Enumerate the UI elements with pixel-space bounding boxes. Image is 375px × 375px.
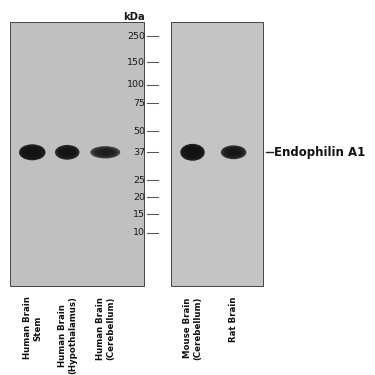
- Ellipse shape: [189, 150, 196, 155]
- Text: 250: 250: [128, 32, 146, 40]
- Ellipse shape: [230, 150, 237, 154]
- Text: Mouse Brain
(Cerebellum): Mouse Brain (Cerebellum): [183, 297, 202, 360]
- Text: 100: 100: [128, 80, 146, 89]
- Text: 50: 50: [134, 127, 146, 136]
- Text: Endophilin A1: Endophilin A1: [274, 146, 366, 159]
- Ellipse shape: [25, 148, 39, 157]
- Bar: [10, 21, 144, 286]
- Text: kDa: kDa: [124, 12, 146, 22]
- Text: 20: 20: [134, 193, 146, 202]
- Text: 25: 25: [134, 176, 146, 184]
- Text: Human Brain
(Cerebellum): Human Brain (Cerebellum): [96, 297, 115, 360]
- Ellipse shape: [101, 150, 110, 154]
- Text: 37: 37: [133, 148, 146, 157]
- Text: Rat Brain: Rat Brain: [229, 297, 238, 342]
- Ellipse shape: [224, 147, 244, 158]
- Ellipse shape: [60, 148, 74, 156]
- Text: 150: 150: [128, 58, 146, 67]
- Ellipse shape: [183, 146, 202, 159]
- Text: Human Brain
(Hypothalamus): Human Brain (Hypothalamus): [57, 297, 77, 374]
- Ellipse shape: [64, 150, 71, 154]
- Ellipse shape: [90, 146, 120, 159]
- Ellipse shape: [226, 148, 241, 156]
- Text: Human Brain
Stem: Human Brain Stem: [22, 297, 42, 359]
- Ellipse shape: [28, 150, 36, 155]
- Ellipse shape: [93, 147, 117, 157]
- Ellipse shape: [186, 148, 199, 157]
- Ellipse shape: [19, 144, 45, 160]
- Ellipse shape: [221, 146, 246, 159]
- Text: 15: 15: [134, 210, 146, 219]
- Ellipse shape: [97, 149, 114, 156]
- Ellipse shape: [22, 146, 43, 159]
- Text: 75: 75: [134, 99, 146, 108]
- Text: 10: 10: [134, 228, 146, 237]
- Ellipse shape: [180, 144, 205, 161]
- Ellipse shape: [55, 145, 80, 160]
- Ellipse shape: [57, 146, 77, 158]
- Bar: [171, 21, 263, 286]
